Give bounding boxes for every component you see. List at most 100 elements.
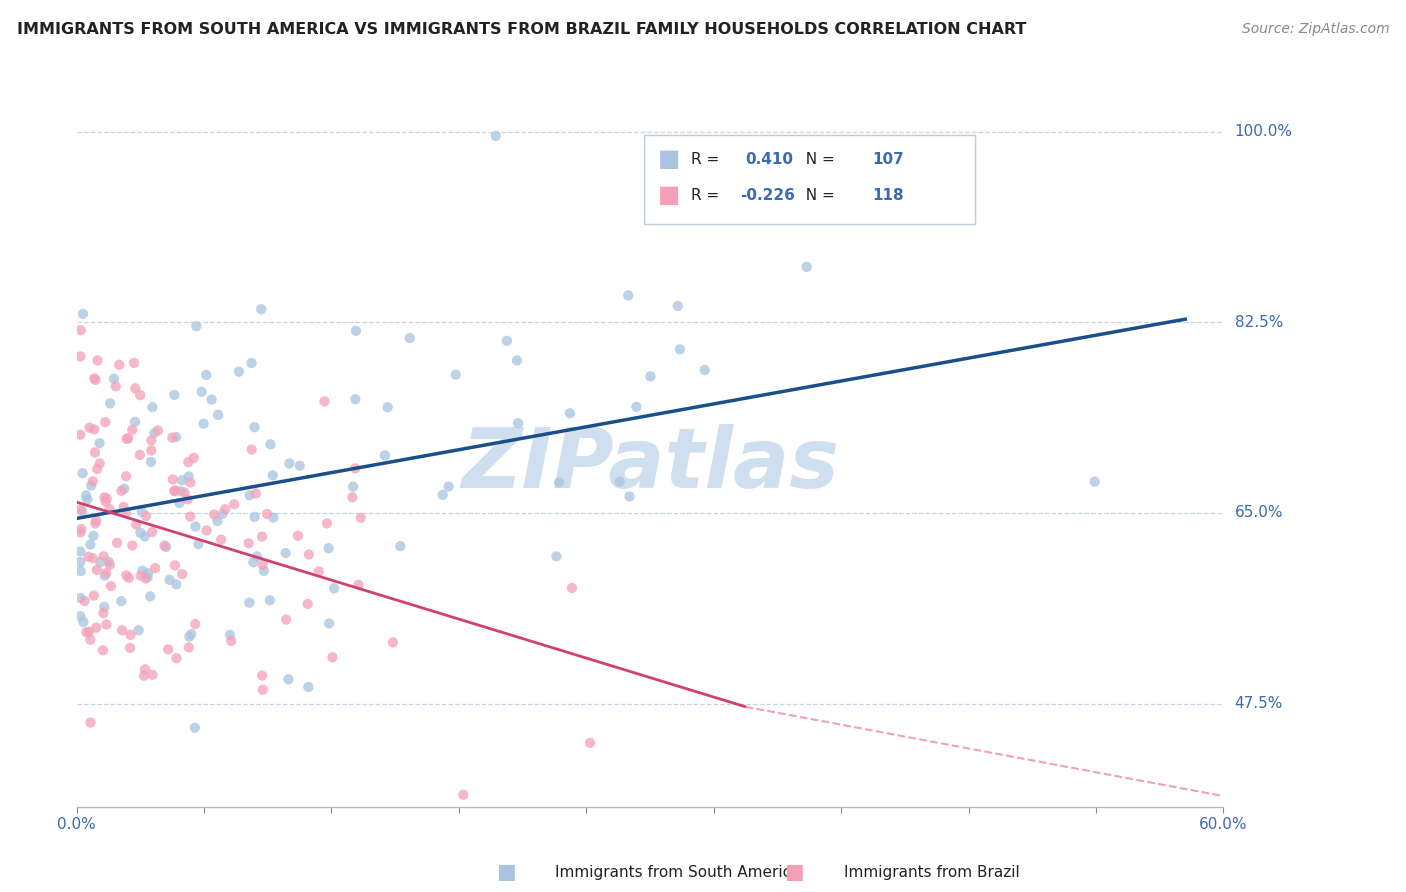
Point xyxy=(177,640,200,655)
Point xyxy=(69,564,91,578)
Point xyxy=(179,509,201,524)
Point xyxy=(609,475,631,489)
Point xyxy=(177,469,200,483)
Point xyxy=(94,415,117,429)
Text: 118: 118 xyxy=(872,187,904,202)
Point xyxy=(69,502,91,516)
Point xyxy=(108,358,131,372)
Point xyxy=(238,596,260,610)
Point xyxy=(240,356,263,370)
Point xyxy=(136,570,159,584)
Point xyxy=(83,422,105,436)
Point xyxy=(298,548,321,562)
Point xyxy=(485,128,508,143)
Point xyxy=(374,449,396,463)
Point xyxy=(84,445,107,459)
Point xyxy=(96,491,118,506)
Text: Immigrants from South America: Immigrants from South America xyxy=(555,865,801,880)
Point xyxy=(69,555,91,569)
Point xyxy=(297,597,319,611)
Point xyxy=(69,323,91,337)
Point xyxy=(98,558,121,572)
Point xyxy=(118,571,141,585)
Point xyxy=(134,529,156,543)
Point xyxy=(274,546,297,560)
Point xyxy=(141,443,163,458)
Text: 100.0%: 100.0% xyxy=(1234,124,1292,139)
Point xyxy=(193,417,215,431)
Point xyxy=(242,555,264,569)
Point xyxy=(69,544,91,558)
Point xyxy=(207,514,229,528)
Point xyxy=(693,363,716,377)
Point xyxy=(243,420,266,434)
Point xyxy=(184,617,207,632)
Text: Immigrants from Brazil: Immigrants from Brazil xyxy=(844,865,1019,880)
Point xyxy=(124,415,146,429)
Point xyxy=(76,492,98,507)
Point xyxy=(245,486,267,500)
Point xyxy=(157,642,180,657)
Point xyxy=(277,673,299,687)
Point xyxy=(115,432,138,446)
Point xyxy=(97,555,120,569)
Point xyxy=(82,475,104,489)
Point xyxy=(187,537,209,551)
Point xyxy=(548,475,571,490)
Point xyxy=(129,388,152,402)
Point xyxy=(110,594,132,608)
Point xyxy=(115,568,138,582)
Point xyxy=(93,549,115,564)
Point xyxy=(437,479,460,493)
Point xyxy=(141,400,163,414)
Point xyxy=(389,539,412,553)
Point xyxy=(89,457,111,471)
Point xyxy=(134,572,156,586)
Point xyxy=(91,643,114,657)
Point xyxy=(139,590,162,604)
Point xyxy=(546,549,568,564)
Point xyxy=(139,455,162,469)
Point xyxy=(617,288,640,302)
Point xyxy=(321,650,343,665)
Point xyxy=(344,461,367,475)
Point xyxy=(558,406,581,420)
Point xyxy=(186,319,208,334)
Point xyxy=(163,558,186,573)
Point xyxy=(170,473,193,487)
Point xyxy=(143,425,166,440)
Point xyxy=(77,624,100,639)
Point xyxy=(143,561,166,575)
Point xyxy=(80,478,103,492)
Point xyxy=(177,455,200,469)
Point xyxy=(250,302,273,317)
Point xyxy=(561,581,583,595)
Point xyxy=(166,651,188,665)
Point xyxy=(195,524,218,538)
Point xyxy=(72,615,94,629)
Text: ■: ■ xyxy=(785,863,804,882)
Point xyxy=(240,442,263,457)
Point xyxy=(209,533,232,547)
Point xyxy=(72,466,94,480)
Text: Source: ZipAtlas.com: Source: ZipAtlas.com xyxy=(1241,22,1389,37)
Point xyxy=(262,510,284,524)
Point xyxy=(146,424,169,438)
Point xyxy=(180,627,202,641)
Point xyxy=(136,566,159,581)
Point xyxy=(93,599,115,614)
Point xyxy=(89,436,111,450)
Point xyxy=(83,371,105,385)
Point xyxy=(238,536,260,550)
Point xyxy=(111,624,134,638)
Text: ■: ■ xyxy=(658,183,681,207)
Point xyxy=(318,616,340,631)
Point xyxy=(79,632,101,647)
Point xyxy=(256,507,278,521)
Point xyxy=(259,593,281,607)
Point xyxy=(579,736,602,750)
Point xyxy=(142,667,165,681)
Point xyxy=(69,609,91,624)
Text: N =: N = xyxy=(796,187,839,202)
Point xyxy=(165,430,187,444)
